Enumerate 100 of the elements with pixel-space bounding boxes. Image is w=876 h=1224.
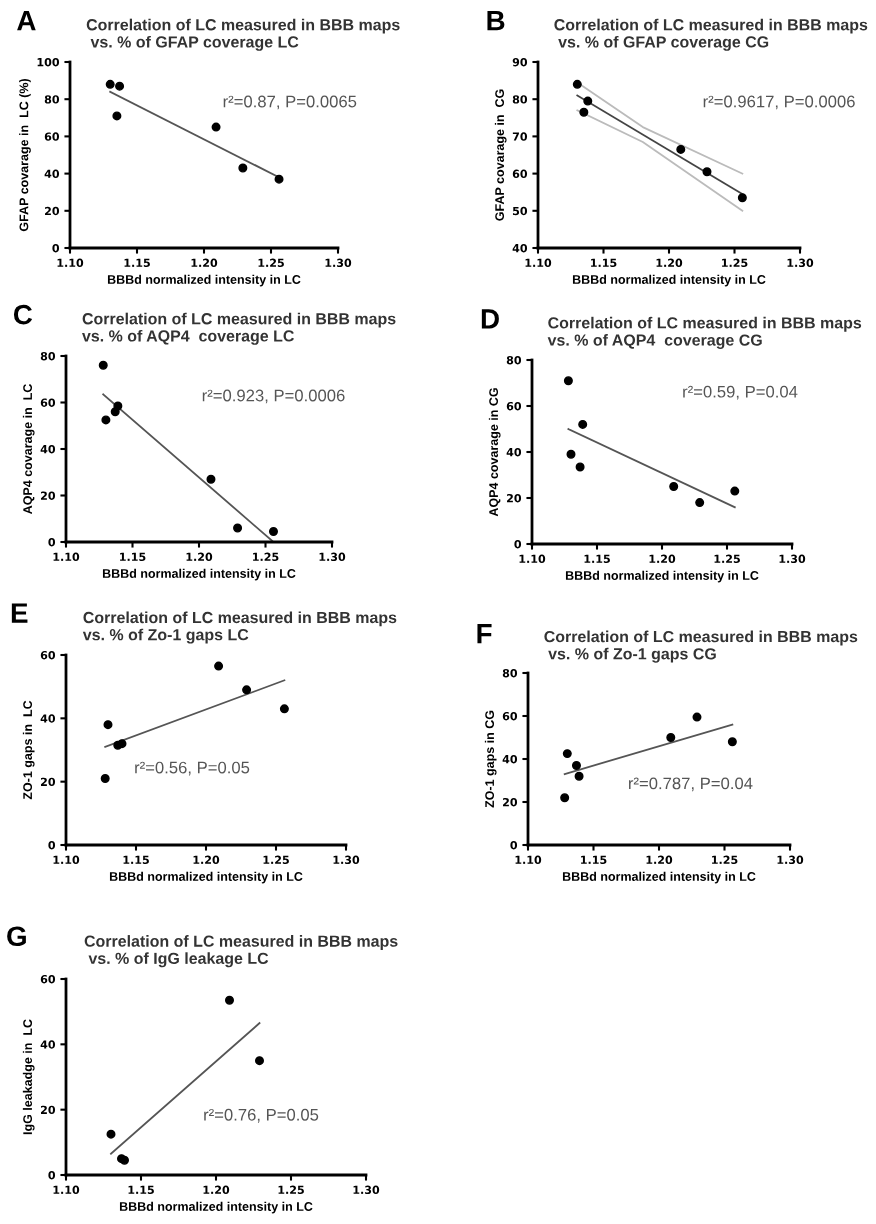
- x-tick-label: 1.15: [120, 552, 146, 562]
- x-tick-label: 1.15: [123, 855, 149, 865]
- y-tick-label: 80: [40, 351, 56, 361]
- x-tick-label: 1.20: [191, 258, 218, 268]
- annotation: r²=0.923, P=0.0006: [202, 389, 345, 404]
- x-tick-label: 1.10: [519, 554, 546, 564]
- y-tick-label: 0: [510, 840, 518, 850]
- x-tick-label: 1.25: [258, 258, 284, 268]
- y-tick-label: 60: [40, 650, 56, 660]
- y-tick-label: 20: [41, 491, 56, 500]
- y-tick-label: 20: [507, 493, 522, 503]
- y-tick-label: 40: [40, 1040, 56, 1049]
- y-tick-label: 0: [48, 1170, 56, 1180]
- chart-title: Correlation of LC measured in BBB maps vs. % of GFAP coverage CG: [554, 18, 868, 51]
- x-tick-label: 1.30: [777, 855, 804, 865]
- x-tick-label: 1.30: [787, 258, 814, 268]
- x-tick-label: 1.30: [353, 1185, 380, 1195]
- y-tick-label: 40: [512, 243, 528, 253]
- x-tick-label: 1.25: [263, 855, 289, 865]
- y-tick-label: 60: [44, 132, 60, 141]
- x-tick-label: 1.30: [319, 552, 346, 562]
- y-tick-label: 40: [40, 444, 56, 454]
- x-tick-label: 1.15: [584, 554, 610, 564]
- x-tick-label: 1.25: [253, 552, 279, 562]
- x-tick-label: 1.10: [57, 258, 84, 268]
- annotation: r²=0.56, P=0.05: [135, 761, 250, 776]
- x-axis-title: BBBd normalized intensity in LC: [119, 1201, 313, 1214]
- y-tick-label: 60: [40, 974, 56, 984]
- annotation: r²=0.87, P=0.0065: [223, 95, 357, 110]
- x-tick-label: 1.25: [278, 1185, 304, 1195]
- x-tick-label: 1.30: [779, 554, 806, 564]
- annotation: r²=0.9617, P=0.0006: [703, 95, 855, 110]
- y-tick-label: 20: [41, 1105, 56, 1115]
- y-axis-title: ZO-1 gaps in CG: [484, 710, 497, 808]
- x-tick-label: 1.20: [193, 855, 220, 865]
- y-tick-label: 60: [502, 711, 518, 721]
- annotation: r²=0.787, P=0.04: [629, 777, 753, 792]
- x-tick-label: 1.10: [525, 258, 552, 268]
- y-axis-title: GFAP covarage in LC (%): [19, 78, 31, 232]
- y-tick-label: 40: [502, 754, 518, 764]
- text: F: [477, 624, 492, 644]
- chart-title: Correlation of LC measured in BBB maps vs. % of Zo-1 gaps CG: [544, 630, 858, 663]
- text: A: [17, 11, 36, 31]
- x-tick-label: 1.15: [128, 1185, 154, 1195]
- x-tick-label: 1.20: [203, 1185, 230, 1195]
- y-tick-label: 80: [44, 95, 60, 104]
- y-tick-label: 0: [514, 539, 522, 549]
- y-axis-title: AQP4 covarage in CG: [488, 388, 501, 517]
- y-axis-title: IgG leakadge in LC: [22, 1019, 35, 1135]
- y-tick-label: 40: [40, 714, 56, 723]
- y-tick-label: 40: [506, 447, 522, 457]
- y-tick-label: 20: [45, 206, 60, 216]
- x-tick-label: 1.20: [656, 258, 683, 268]
- x-tick-label: 1.25: [712, 855, 738, 865]
- text: E: [11, 603, 28, 623]
- x-axis-title: BBBd normalized intensity in LC: [572, 274, 766, 287]
- y-tick-label: 40: [44, 169, 60, 178]
- y-tick-label: 0: [52, 243, 60, 253]
- x-tick-label: 1.10: [53, 855, 80, 865]
- x-tick-label: 1.10: [53, 552, 80, 562]
- y-axis-title: AQP4 covarage in LC: [22, 384, 35, 514]
- x-tick-label: 1.10: [515, 855, 542, 865]
- y-tick-label: 80: [502, 668, 518, 678]
- x-tick-label: 1.20: [646, 855, 673, 865]
- chart-title: Correlation of LC measured in BBB maps vs. % of AQP4 coverage LC: [82, 312, 396, 345]
- x-axis-title: BBBd normalized intensity in LC: [107, 274, 301, 287]
- x-tick-label: 1.15: [581, 855, 607, 865]
- x-tick-label: 1.30: [325, 258, 352, 268]
- chart-title: Correlation of LC measured in BBB maps vs. % of AQP4 coverage CG: [547, 316, 862, 349]
- x-tick-label: 1.20: [649, 554, 676, 564]
- y-tick-label: 50: [512, 206, 528, 216]
- chart-title: Correlation of LC measured in BBB maps vs. % of GFAP coverage LC: [86, 18, 400, 51]
- x-axis-title: BBBd normalized intensity in LC: [565, 570, 759, 583]
- x-axis-title: BBBd normalized intensity in LC: [562, 871, 756, 884]
- x-axis-title: BBBd normalized intensity in LC: [109, 871, 303, 884]
- y-tick-label: 0: [48, 840, 56, 850]
- x-tick-label: 1.10: [53, 1185, 80, 1195]
- x-axis-title: BBBd normalized intensity in LC: [102, 568, 296, 581]
- text: G: [7, 926, 26, 947]
- y-tick-label: 60: [40, 398, 56, 407]
- text: B: [487, 11, 505, 31]
- annotation: r²=0.59, P=0.04: [683, 385, 798, 400]
- y-tick-label: 20: [41, 777, 56, 787]
- x-tick-label: 1.20: [186, 552, 213, 562]
- x-tick-label: 1.30: [333, 855, 360, 865]
- chart-title: Correlation of LC measured in BBB maps vs. % of Zo-1 gaps LC: [82, 611, 397, 644]
- y-tick-label: 60: [506, 401, 522, 411]
- x-tick-label: 1.25: [722, 258, 748, 268]
- annotation: r²=0.76, P=0.05: [204, 1108, 319, 1123]
- y-tick-label: 0: [48, 537, 56, 547]
- y-tick-label: 60: [512, 169, 528, 178]
- x-tick-label: 1.15: [124, 258, 150, 268]
- y-axis-title: GFAP covarage in CG: [494, 89, 507, 221]
- x-tick-label: 1.15: [591, 258, 617, 268]
- chart-title: Correlation of LC measured in BBB maps vs. % of IgG leakage LC: [84, 935, 398, 968]
- x-tick-label: 1.25: [714, 554, 740, 564]
- text: C: [13, 304, 33, 325]
- y-tick-label: 90: [512, 57, 528, 67]
- y-tick-label: 80: [512, 95, 528, 104]
- y-tick-label: 80: [506, 355, 522, 365]
